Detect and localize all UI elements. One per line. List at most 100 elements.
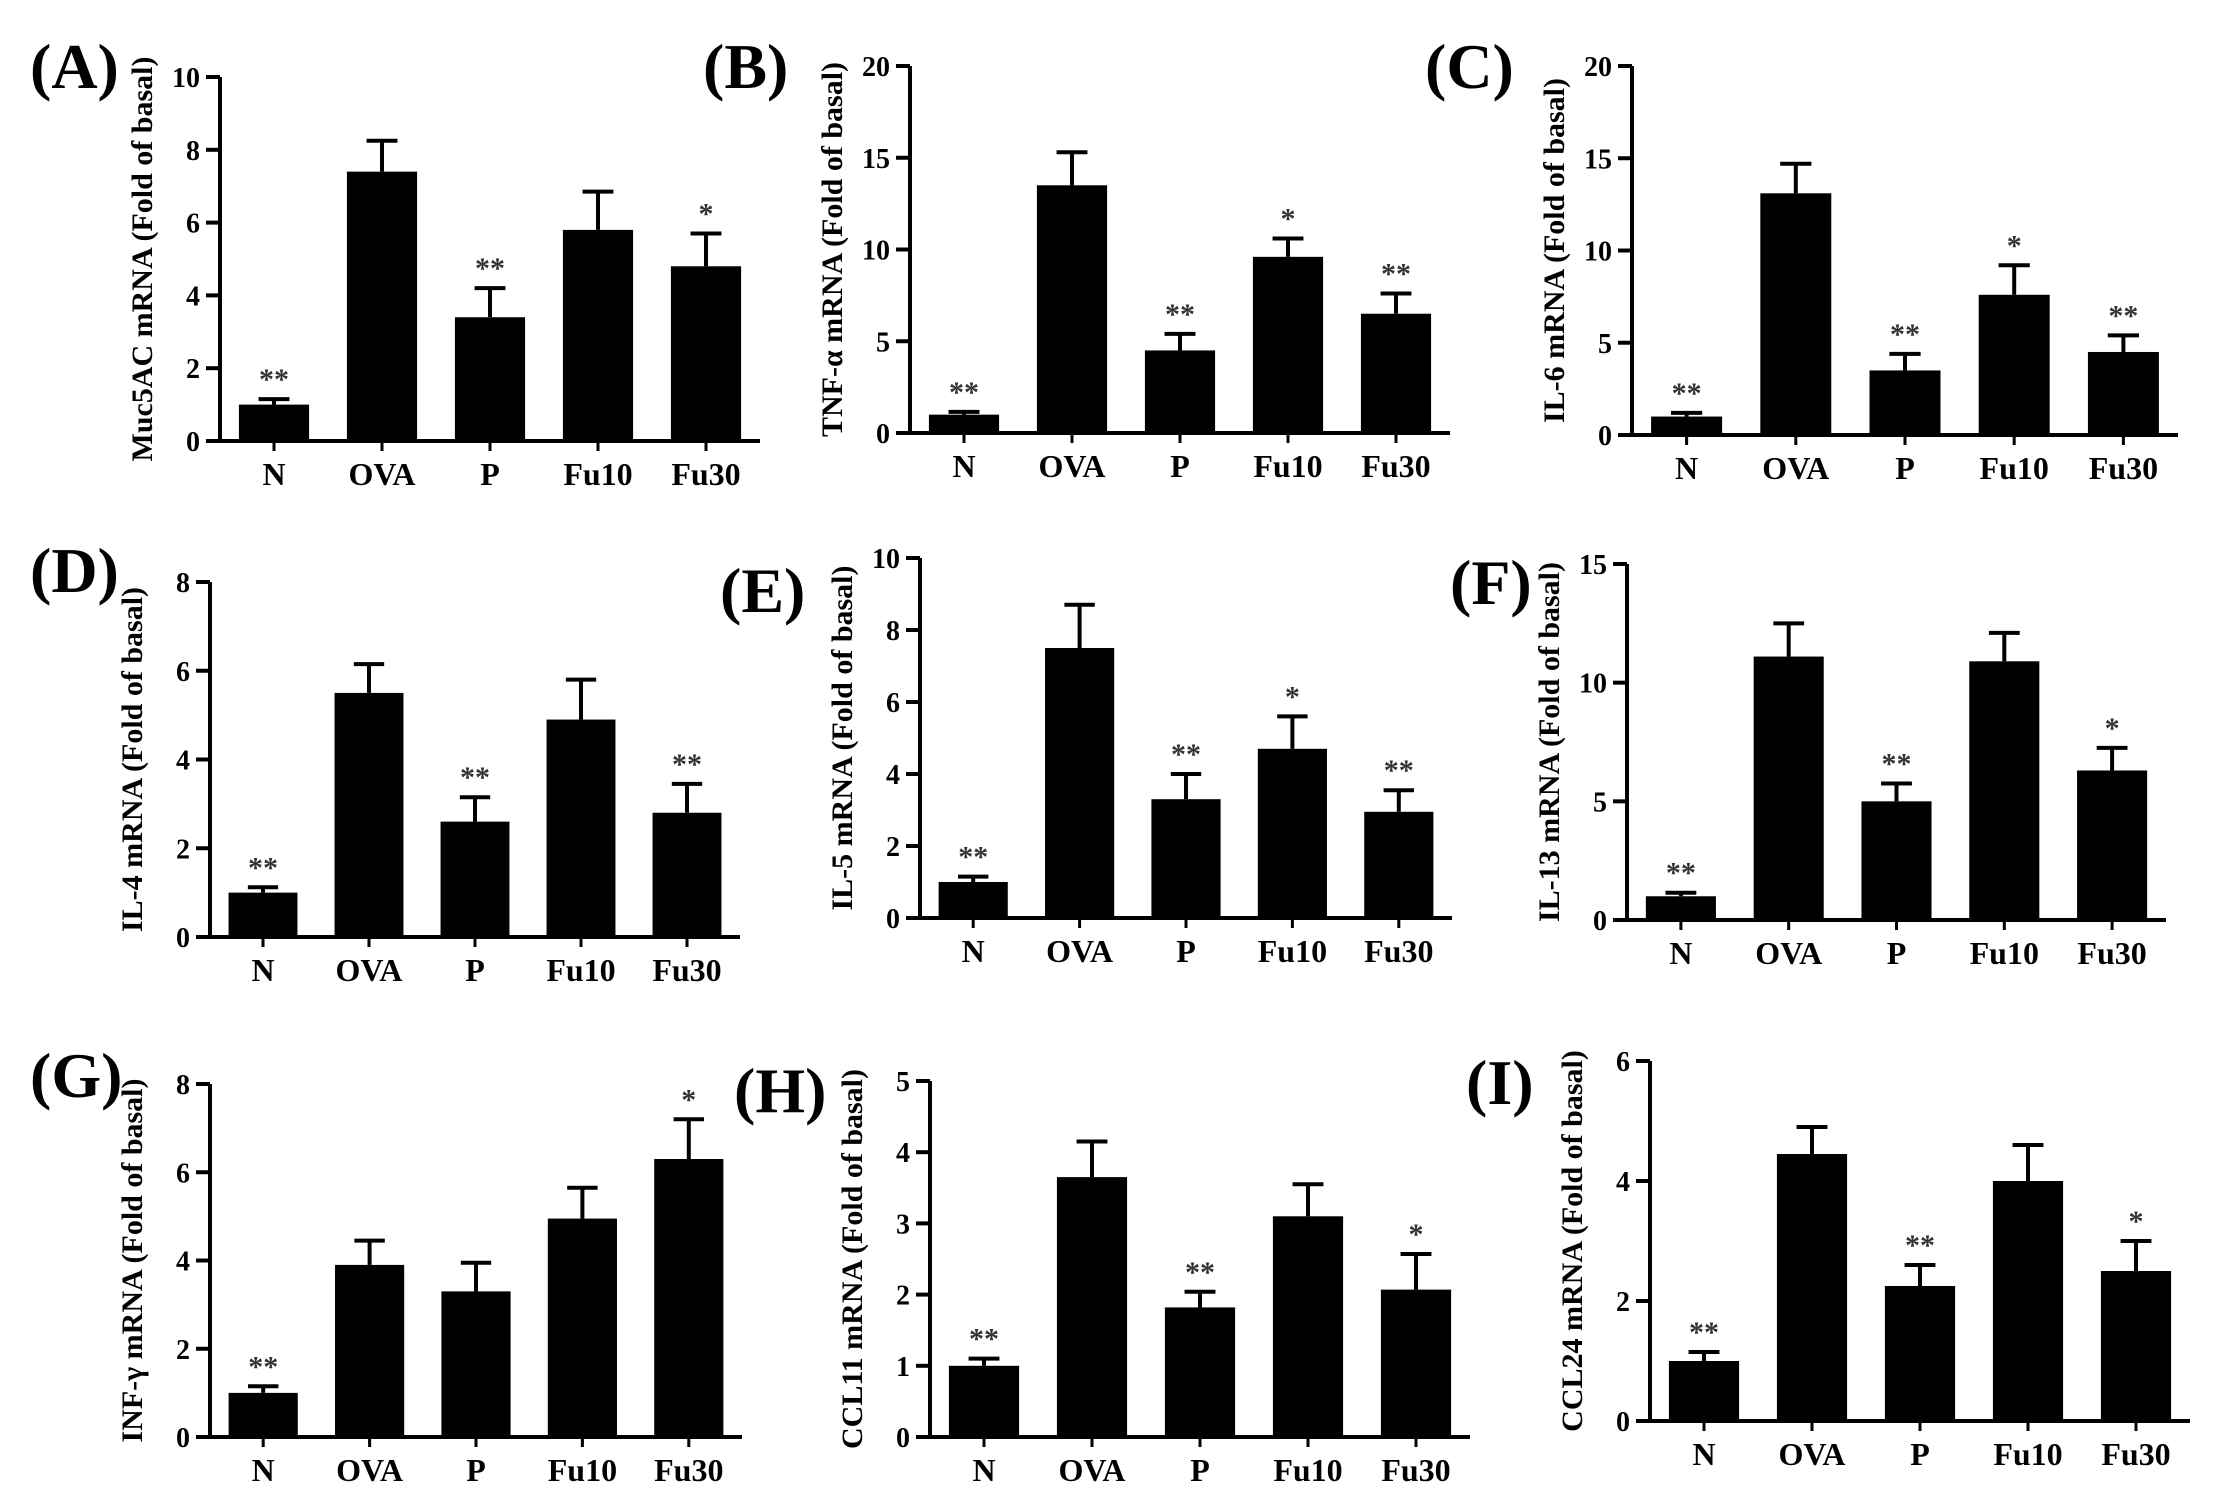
- bar-fu10: [547, 1218, 617, 1437]
- bar-n: [228, 892, 298, 937]
- y-tick-label: 0: [176, 1423, 190, 1454]
- x-tick-label: N: [962, 933, 985, 969]
- bar-fu10: [562, 229, 634, 441]
- y-axis-title: CCL24 mRNA (Fold of basal): [1556, 1050, 1589, 1432]
- significance-label: **: [460, 761, 490, 794]
- x-tick-label: OVA: [1046, 933, 1113, 969]
- y-axis-title: Muc5AC mRNA (Fold of basal): [126, 57, 159, 462]
- panel-label: (I): [1466, 1047, 1534, 1118]
- y-tick-label: 0: [176, 923, 190, 954]
- x-tick-label: N: [1675, 450, 1698, 486]
- x-tick-label: P: [465, 952, 485, 988]
- x-tick-label: P: [1887, 935, 1907, 971]
- bar-p: [441, 1291, 511, 1437]
- y-axis-title: TNF-α mRNA (Fold of basal): [816, 62, 849, 437]
- x-tick-label: Fu10: [546, 952, 615, 988]
- significance-label: **: [969, 1323, 999, 1356]
- y-tick-label: 0: [1593, 906, 1607, 937]
- y-tick-label: 2: [1616, 1287, 1630, 1318]
- y-tick-label: 4: [896, 1138, 910, 1169]
- significance-label: **: [1165, 298, 1195, 331]
- significance-label: **: [1381, 258, 1411, 291]
- y-tick-label: 6: [186, 209, 200, 240]
- significance-label: **: [1672, 377, 1702, 410]
- bar-p: [454, 317, 526, 441]
- x-tick-label: Fu30: [1361, 448, 1430, 484]
- bar-ova: [1056, 1177, 1128, 1437]
- bar-fu30: [670, 266, 742, 441]
- y-tick-label: 5: [896, 1067, 910, 1098]
- x-tick-label: OVA: [349, 456, 416, 492]
- y-tick-label: 0: [896, 1423, 910, 1454]
- y-tick-label: 5: [876, 327, 890, 358]
- y-tick-label: 10: [1584, 237, 1612, 268]
- significance-label: **: [949, 376, 979, 409]
- y-tick-label: 6: [1616, 1047, 1630, 1078]
- x-tick-label: Fu10: [1273, 1452, 1342, 1488]
- x-tick-label: Fu30: [654, 1452, 723, 1488]
- x-tick-label: Fu10: [1980, 450, 2049, 486]
- bar-n: [1645, 896, 1716, 920]
- x-tick-label: OVA: [1762, 450, 1829, 486]
- significance-label: **: [1689, 1316, 1719, 1349]
- y-tick-label: 1: [896, 1352, 910, 1383]
- x-tick-label: N: [262, 456, 285, 492]
- bar-ova: [334, 692, 404, 937]
- y-tick-label: 3: [896, 1209, 910, 1240]
- significance-label: *: [1281, 202, 1296, 235]
- y-tick-label: 2: [886, 832, 900, 863]
- significance-label: *: [2129, 1205, 2144, 1238]
- x-tick-label: P: [1190, 1452, 1210, 1488]
- y-axis-title: IL-5 mRNA (Fold of basal): [826, 565, 859, 910]
- x-tick-label: P: [466, 1452, 486, 1488]
- significance-label: *: [681, 1083, 696, 1116]
- x-tick-label: N: [972, 1452, 995, 1488]
- bar-fu10: [546, 719, 616, 937]
- bar-fu10: [1272, 1216, 1344, 1437]
- y-axis-title: INF-γ mRNA (Fold of basal): [116, 1078, 149, 1442]
- x-tick-label: OVA: [336, 952, 403, 988]
- y-tick-label: 10: [872, 544, 900, 575]
- significance-label: **: [958, 841, 988, 874]
- x-tick-label: Fu10: [563, 456, 632, 492]
- x-tick-label: OVA: [1039, 448, 1106, 484]
- panel-label: (G): [30, 1040, 122, 1111]
- y-axis-title: IL-6 mRNA (Fold of basal): [1538, 78, 1571, 423]
- significance-label: **: [1890, 318, 1920, 351]
- bar-fu30: [1380, 1289, 1452, 1437]
- bar-p: [1884, 1286, 1956, 1421]
- y-tick-label: 10: [862, 236, 890, 267]
- significance-label: **: [1171, 738, 1201, 771]
- bar-fu30: [2087, 351, 2159, 435]
- significance-label: *: [2007, 229, 2022, 262]
- y-tick-label: 0: [1598, 421, 1612, 452]
- significance-label: **: [248, 851, 278, 884]
- x-tick-label: N: [251, 952, 274, 988]
- x-tick-label: Fu30: [652, 952, 721, 988]
- significance-label: **: [672, 748, 702, 781]
- y-tick-label: 10: [172, 63, 200, 94]
- bar-n: [238, 404, 310, 441]
- y-tick-label: 0: [1616, 1407, 1630, 1438]
- x-tick-label: P: [480, 456, 500, 492]
- bar-fu10: [1978, 294, 2050, 435]
- y-tick-label: 0: [886, 904, 900, 935]
- x-tick-label: Fu10: [548, 1452, 617, 1488]
- bar-p: [1869, 370, 1941, 435]
- x-tick-label: N: [1669, 935, 1692, 971]
- x-tick-label: N: [952, 448, 975, 484]
- bar-n: [1668, 1361, 1740, 1421]
- bar-ova: [346, 171, 418, 441]
- bar-n: [1651, 416, 1723, 435]
- x-tick-label: P: [1910, 1436, 1930, 1472]
- y-tick-label: 8: [176, 568, 190, 599]
- y-axis-title: IL-4 mRNA (Fold of basal): [116, 587, 149, 932]
- y-tick-label: 15: [1579, 550, 1607, 581]
- y-tick-label: 20: [862, 52, 890, 83]
- significance-label: *: [1285, 680, 1300, 713]
- bar-fu10: [1257, 748, 1327, 918]
- significance-label: **: [1666, 857, 1696, 890]
- bar-n: [928, 414, 1000, 433]
- significance-label: **: [248, 1350, 278, 1383]
